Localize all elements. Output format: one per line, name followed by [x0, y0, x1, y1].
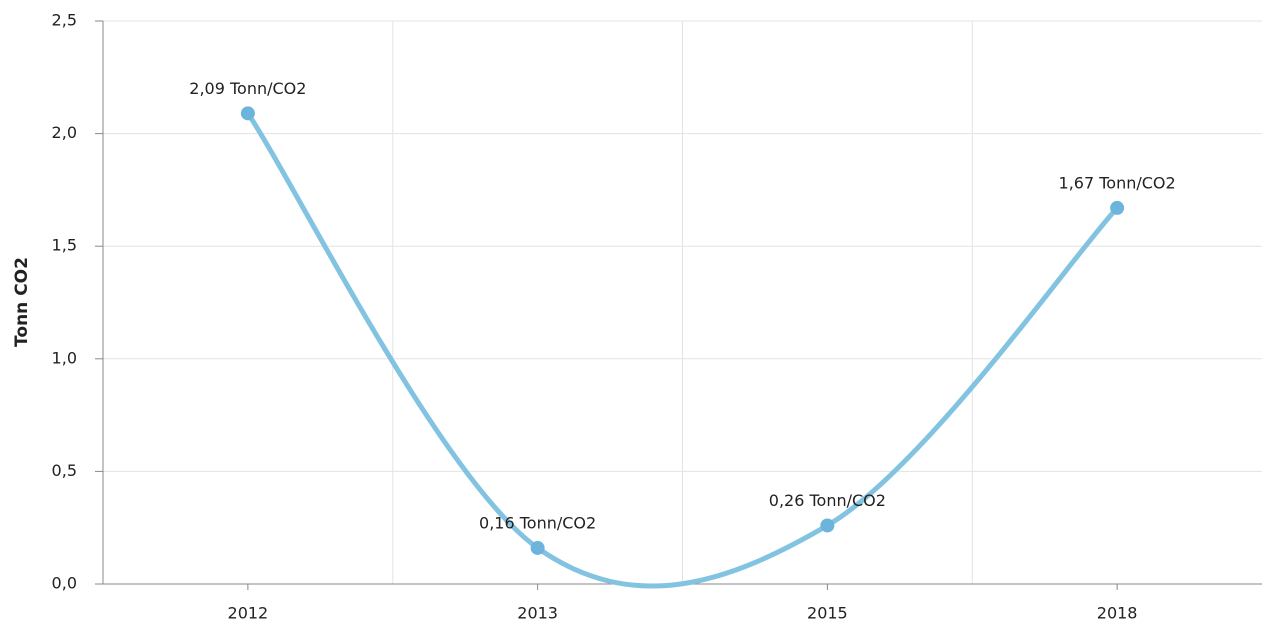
data-label: 1,67 Tonn/CO2: [1059, 173, 1176, 192]
data-label: 2,09 Tonn/CO2: [189, 79, 306, 98]
x-tick-label: 2013: [517, 604, 558, 623]
y-tick-label: 0,5: [52, 461, 77, 480]
marker: [820, 518, 835, 533]
marker: [1110, 200, 1125, 215]
data-label: 0,26 Tonn/CO2: [769, 491, 886, 510]
x-tick-label: 2012: [228, 604, 269, 623]
y-tick-label: 0,0: [52, 574, 77, 593]
y-tick-label: 1,0: [52, 348, 77, 367]
x-tick-label: 2015: [807, 604, 848, 623]
y-tick-label: 2,0: [52, 123, 77, 142]
y-tick-label: 1,5: [52, 236, 77, 255]
x-tick-label: 2018: [1097, 604, 1138, 623]
marker: [530, 540, 545, 555]
marker: [240, 106, 255, 121]
line: [245, 110, 1120, 589]
data-label: 0,16 Tonn/CO2: [479, 513, 596, 532]
y-tick-label: 2,5: [52, 11, 77, 30]
y-axis-title: Tonn CO2: [12, 257, 32, 347]
